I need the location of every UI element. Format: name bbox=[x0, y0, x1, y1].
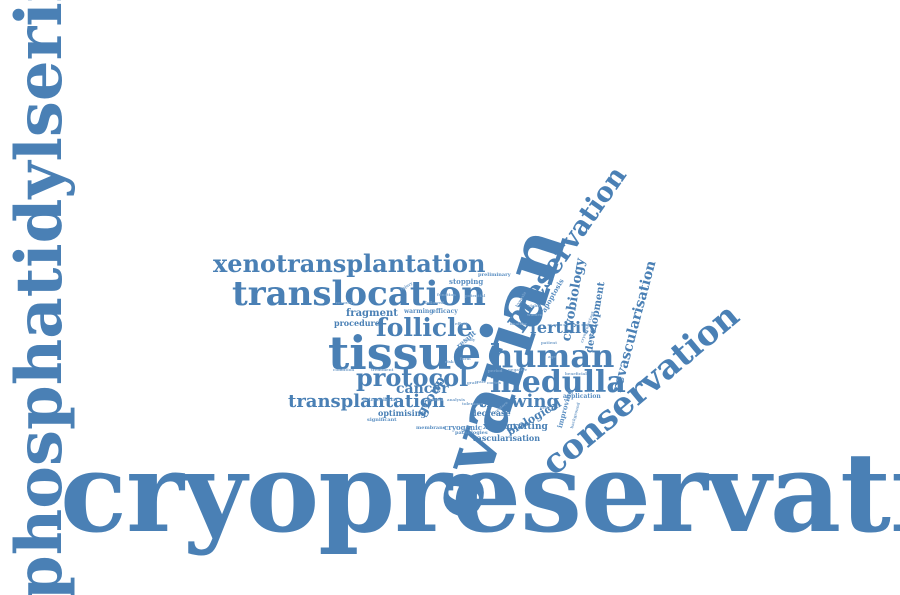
word-fertility: fertility bbox=[530, 318, 598, 337]
word-transplantation: transplantation bbox=[288, 391, 446, 412]
word-beneficial: beneficial bbox=[565, 371, 587, 376]
word-cryogenic: cryogenic bbox=[444, 423, 483, 432]
word-translocation: translocation bbox=[232, 274, 486, 314]
word-warming: warming bbox=[404, 308, 434, 315]
word-effect: effect bbox=[455, 321, 468, 326]
word-procedure: procedure bbox=[334, 318, 380, 328]
word-tolerance: tolerance bbox=[462, 401, 484, 406]
word-potential: potential bbox=[465, 293, 486, 298]
word-cancer: cancer bbox=[396, 381, 449, 397]
word-application: application bbox=[563, 393, 601, 400]
word-negative: negative bbox=[508, 367, 528, 372]
word-tissue: tissue bbox=[328, 326, 482, 380]
word-significant: significant bbox=[367, 417, 397, 423]
word-viable: viable bbox=[528, 303, 542, 308]
word-pathologies: pathologies bbox=[455, 430, 488, 436]
word-medulla: medulla bbox=[490, 365, 626, 400]
word-function: function bbox=[437, 292, 456, 297]
word-analysis: analysis bbox=[447, 397, 465, 402]
word-follicle: follicle bbox=[376, 313, 473, 342]
word-cell: cell bbox=[540, 405, 549, 410]
word-membrane: membrane bbox=[416, 425, 446, 431]
word-preliminary: preliminary bbox=[478, 272, 511, 278]
word-healthy: healthy bbox=[510, 321, 527, 326]
word-condition: condition bbox=[333, 367, 355, 372]
word-cortex: cortex bbox=[487, 380, 501, 385]
word-study: study bbox=[463, 337, 476, 342]
word-recovery: recovery bbox=[336, 300, 356, 305]
word-human: human bbox=[490, 337, 615, 375]
word-phosphatidylserine: phosphatidylserine bbox=[2, 0, 77, 595]
word-vascularisation: vascularisation bbox=[472, 433, 541, 443]
word-followed: followed bbox=[425, 300, 444, 305]
word-thawing: thawing bbox=[478, 391, 560, 412]
word-protocol: protocol bbox=[356, 363, 469, 392]
word-xenografting: xenografting bbox=[483, 422, 548, 432]
word-rate: rate bbox=[477, 379, 487, 384]
word-treatment: treatment bbox=[371, 367, 394, 372]
word-patient: patient bbox=[541, 340, 558, 345]
word-age: age bbox=[548, 354, 556, 359]
word-xenotransplantation: xenotransplantation bbox=[213, 249, 486, 278]
word-efficacy: efficacy bbox=[432, 308, 458, 315]
word-risk: risk bbox=[445, 359, 454, 364]
word-form: form bbox=[460, 356, 471, 361]
word-graft: graft bbox=[467, 380, 479, 385]
word-period: period bbox=[488, 368, 503, 373]
word-fragment: fragment bbox=[346, 308, 398, 319]
word-grafted: grafted bbox=[427, 397, 444, 402]
word-stopping: stopping bbox=[449, 277, 484, 286]
word-optimising: optimising bbox=[378, 408, 427, 418]
word-decrease: decrease bbox=[471, 408, 511, 418]
word-cryopreservation: cryopreservation bbox=[60, 428, 900, 557]
word-women: women bbox=[527, 312, 543, 317]
word-intracellular: intracellular bbox=[363, 397, 399, 403]
